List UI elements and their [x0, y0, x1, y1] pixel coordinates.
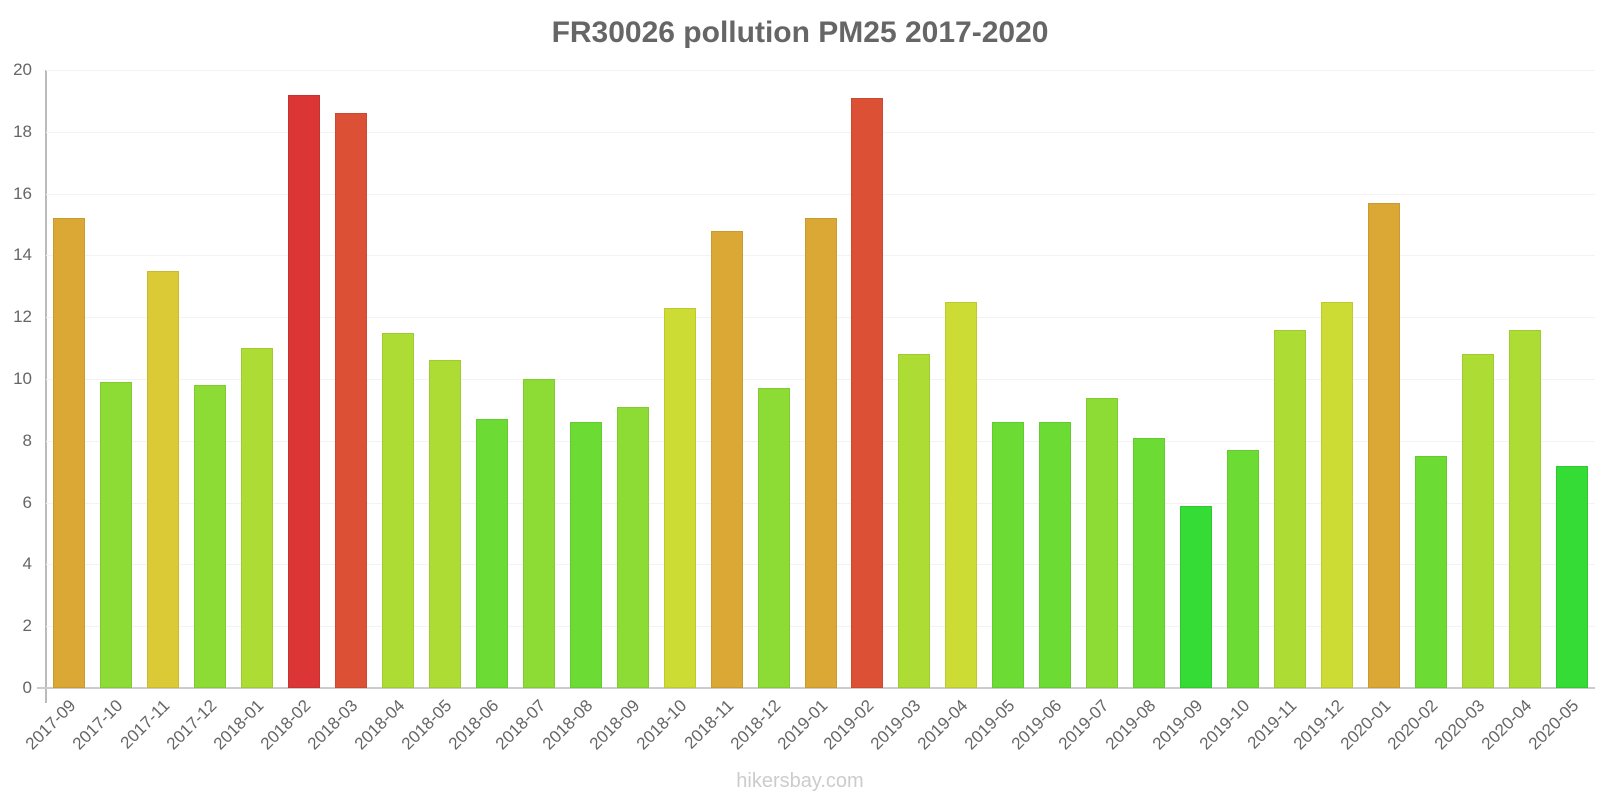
bar-2018-05[interactable]: [429, 360, 461, 688]
bar-2018-04[interactable]: [382, 333, 414, 688]
y-tick-label: 20: [13, 60, 32, 79]
y-tick-label: 14: [13, 245, 32, 264]
y-tick-label: 6: [22, 493, 32, 512]
bar-2018-07[interactable]: [523, 379, 555, 688]
bar-2017-09[interactable]: [53, 218, 85, 688]
x-axis-line: [37, 687, 1595, 689]
bar-2019-10[interactable]: [1227, 450, 1259, 688]
y-axis-line: [45, 70, 47, 703]
gridline: [46, 70, 1595, 71]
bar-2018-12[interactable]: [758, 388, 790, 688]
bar-2019-04[interactable]: [945, 302, 977, 688]
y-tick-label: 10: [13, 369, 32, 388]
bar-2019-09[interactable]: [1180, 506, 1212, 688]
bar-2018-10[interactable]: [664, 308, 696, 688]
bar-2017-12[interactable]: [194, 385, 226, 688]
y-tick-label: 0: [22, 678, 32, 697]
bar-2019-12[interactable]: [1321, 302, 1353, 688]
bar-2019-11[interactable]: [1274, 330, 1306, 688]
bar-2018-01[interactable]: [241, 348, 273, 688]
bar-2019-06[interactable]: [1039, 422, 1071, 688]
bar-2018-09[interactable]: [617, 407, 649, 688]
bar-2018-06[interactable]: [476, 419, 508, 688]
bar-2018-11[interactable]: [711, 231, 743, 688]
bar-2017-11[interactable]: [147, 271, 179, 688]
y-tick-label: 18: [13, 122, 32, 141]
chart-title: FR30026 pollution PM25 2017-2020: [551, 16, 1049, 49]
y-tick-label: 8: [22, 431, 32, 450]
bar-2018-08[interactable]: [570, 422, 602, 688]
bar-2020-03[interactable]: [1462, 354, 1494, 688]
bar-2020-05[interactable]: [1556, 466, 1588, 688]
bar-2017-10[interactable]: [100, 382, 132, 688]
y-tick-label: 16: [13, 184, 32, 203]
bar-2018-03[interactable]: [335, 113, 367, 688]
y-tick-label: 4: [22, 554, 32, 573]
bar-2019-08[interactable]: [1133, 438, 1165, 688]
bar-2019-03[interactable]: [898, 354, 930, 688]
y-tick-label: 2: [22, 616, 32, 635]
bar-2020-04[interactable]: [1509, 330, 1541, 688]
y-tick-label: 12: [13, 307, 32, 326]
bar-2020-01[interactable]: [1368, 203, 1400, 688]
gridline: [46, 194, 1595, 195]
bar-2020-02[interactable]: [1415, 456, 1447, 688]
bar-2019-05[interactable]: [992, 422, 1024, 688]
bar-2019-07[interactable]: [1086, 398, 1118, 688]
bar-2019-02[interactable]: [851, 98, 883, 688]
source-watermark: hikersbay.com: [736, 770, 864, 792]
gridline: [46, 132, 1595, 133]
bar-2018-02[interactable]: [288, 95, 320, 688]
bar-2019-01[interactable]: [805, 218, 837, 688]
